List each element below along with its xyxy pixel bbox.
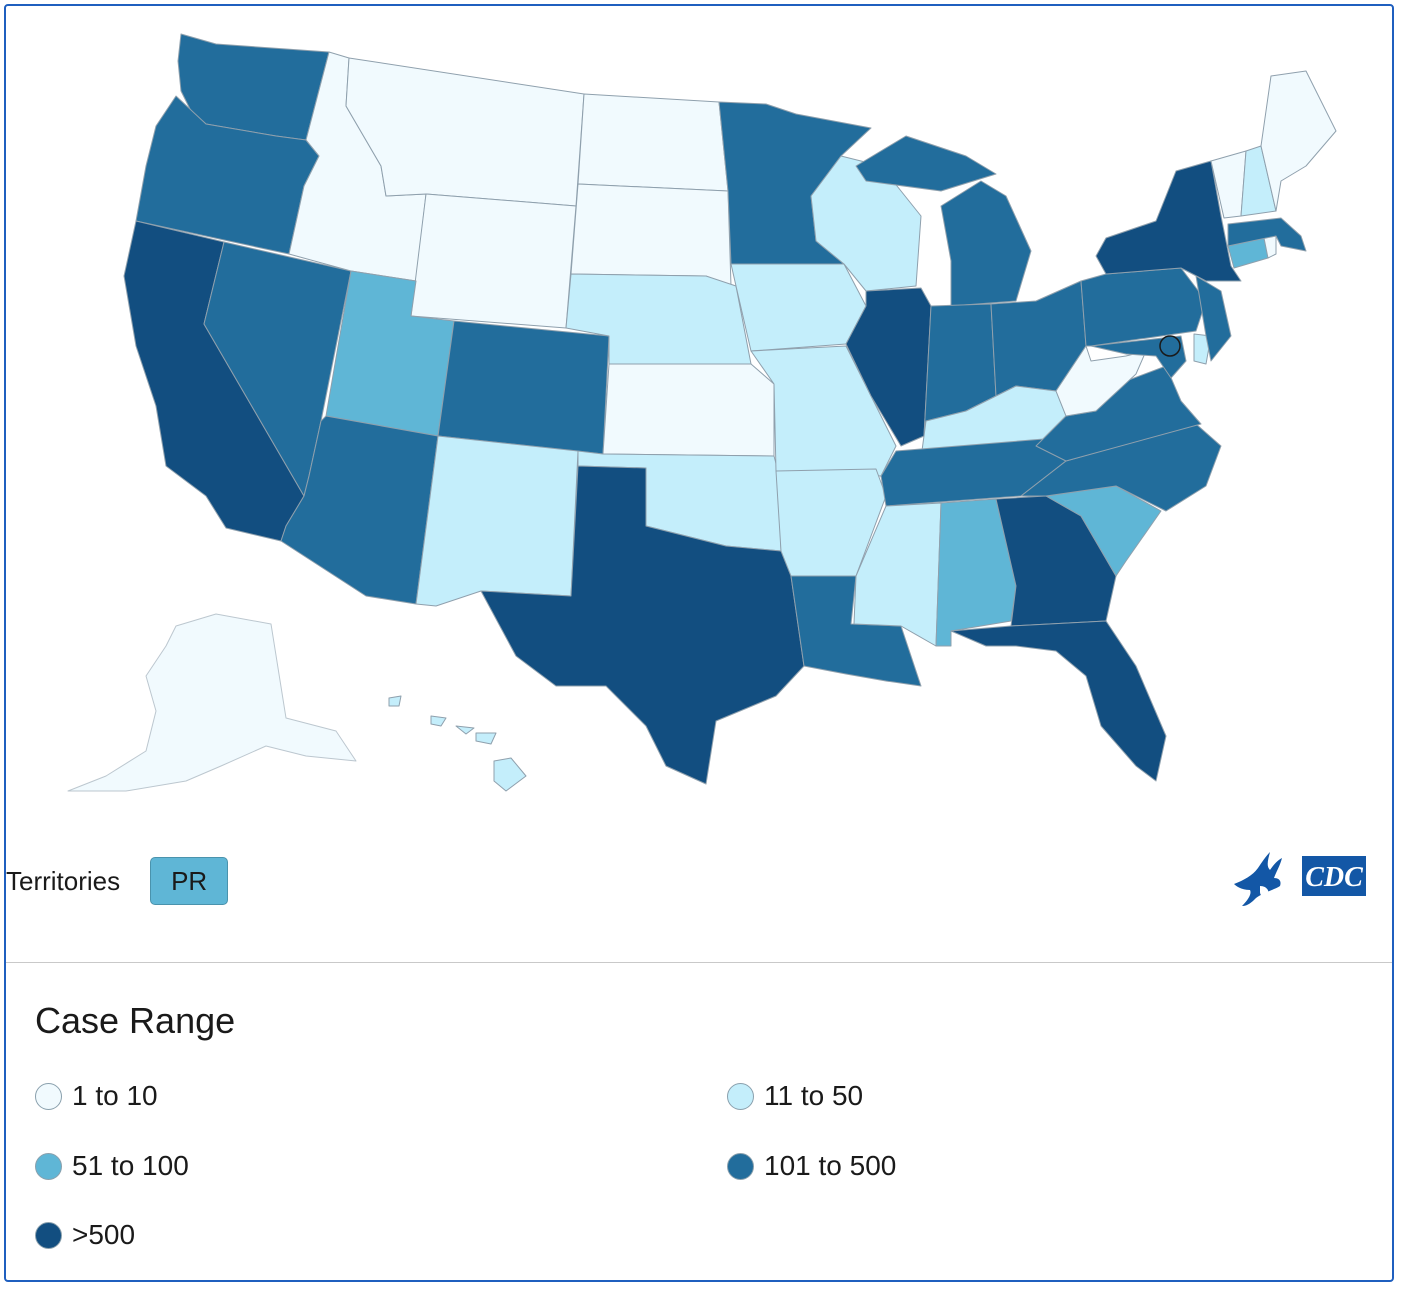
state-mo[interactable] [750, 345, 897, 477]
state-me[interactable] [1260, 70, 1337, 212]
state-la[interactable] [790, 575, 922, 687]
legend-item: 101 to 500 [727, 1150, 896, 1182]
territory-pr-button[interactable]: PR [150, 857, 229, 905]
state-ak[interactable] [67, 613, 357, 792]
map-widget: Territories PR CDC Case Range 1 to 10 11… [4, 4, 1394, 1282]
state-nd[interactable] [577, 93, 729, 192]
us-map [67, 33, 1337, 792]
legend-label: 1 to 10 [72, 1080, 158, 1111]
territories-label: Territories [6, 865, 121, 896]
state-sd[interactable] [570, 183, 732, 287]
divider [6, 962, 1392, 963]
legend-label: 101 to 500 [764, 1150, 897, 1181]
state-wy[interactable] [410, 193, 577, 329]
state-nj[interactable] [1195, 275, 1232, 362]
state-nc[interactable] [1020, 423, 1222, 512]
state-ia[interactable] [730, 263, 867, 352]
legend-item: 51 to 100 [35, 1150, 189, 1182]
legend-item: 11 to 50 [727, 1080, 863, 1112]
legend-label: 51 to 100 [72, 1150, 189, 1181]
legend-swatch [727, 1152, 754, 1180]
state-ma[interactable] [1227, 217, 1307, 252]
state-fl[interactable] [950, 620, 1167, 782]
svg-text:CDC: CDC [1305, 862, 1363, 893]
state-mi[interactable] [855, 135, 1032, 307]
cdc-logos: CDC [1230, 846, 1370, 910]
state-dc[interactable] [1159, 335, 1181, 357]
territories-row: Territories PR [6, 856, 229, 906]
legend-label: >500 [72, 1219, 136, 1250]
legend-title: Case Range [35, 1000, 236, 1041]
state-ny[interactable] [1095, 160, 1242, 282]
state-pa[interactable] [1080, 267, 1207, 347]
legend-swatch [35, 1152, 62, 1180]
legend-panel: Case Range 1 to 10 11 to 50 51 to 100 10… [6, 964, 1392, 1280]
legend-item: 1 to 10 [35, 1080, 158, 1112]
legend-swatch [727, 1082, 754, 1110]
hhs-eagle-icon: CDC [1234, 852, 1366, 906]
map-panel: Territories PR CDC [6, 6, 1392, 964]
legend-swatch [35, 1082, 62, 1110]
state-ks[interactable] [602, 363, 775, 457]
state-co[interactable] [437, 320, 610, 455]
state-wi[interactable] [810, 155, 922, 292]
state-il[interactable] [845, 287, 932, 447]
state-tx[interactable] [480, 465, 805, 785]
legend-label: 11 to 50 [764, 1080, 864, 1111]
legend-item: >500 [35, 1219, 135, 1251]
state-nm[interactable] [415, 435, 579, 607]
legend-swatch [35, 1221, 62, 1249]
state-hi[interactable] [388, 695, 527, 792]
